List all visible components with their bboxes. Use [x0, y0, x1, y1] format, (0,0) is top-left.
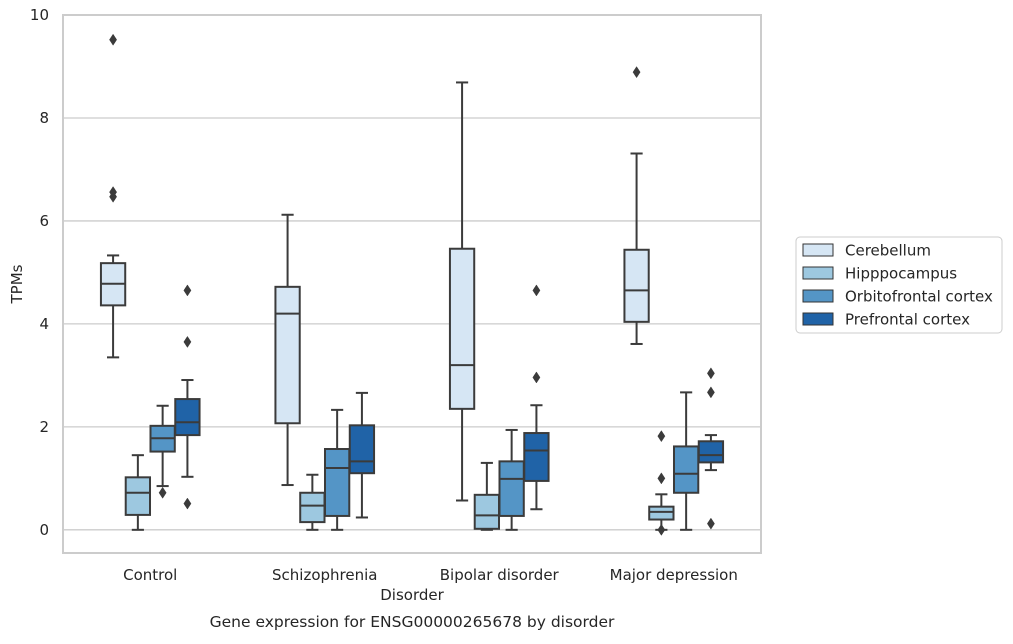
- x-tick-label: Major depression: [610, 566, 738, 584]
- legend-label: Hipppocampus: [845, 265, 957, 283]
- box: [697, 440, 725, 464]
- legend: Cerebellum Hipppocampus Orbitofrontal cort…: [795, 236, 1003, 334]
- box-group: [672, 391, 700, 531]
- legend-swatch: [802, 289, 834, 303]
- box-group: [149, 404, 176, 499]
- box-group: [323, 408, 351, 531]
- outlier-point: [158, 486, 167, 499]
- box-group: [124, 454, 152, 531]
- outlier-point: [657, 472, 666, 485]
- box-group: [274, 213, 301, 487]
- y-axis-label: TPMs: [8, 264, 26, 304]
- legend-frame: [795, 236, 1003, 334]
- y-tick-label: 8: [39, 109, 49, 127]
- y-tick-label: 4: [39, 315, 49, 333]
- legend-swatch: [802, 312, 834, 326]
- x-tick-labels: Control Schizophrenia Bipolar disorder Majo…: [123, 566, 738, 584]
- box-layer: [99, 33, 725, 536]
- y-tick-label: 10: [30, 6, 49, 24]
- outlier-point: [707, 386, 715, 399]
- box-group: [697, 367, 725, 530]
- box: [348, 424, 376, 475]
- box: [274, 285, 301, 425]
- outlier-point: [657, 523, 666, 536]
- grid-layer: [63, 14, 761, 531]
- y-tick-label: 6: [39, 212, 49, 230]
- outlier-point: [183, 284, 192, 297]
- legend-label: Cerebellum: [845, 242, 931, 260]
- outlier-point: [707, 367, 715, 380]
- box-group: [99, 33, 127, 359]
- outlier-point: [109, 186, 117, 199]
- outlier-point: [532, 284, 541, 297]
- x-tick-label: Control: [123, 566, 177, 584]
- legend-swatch: [802, 266, 834, 280]
- box-group: [623, 66, 650, 345]
- box-group: [498, 428, 525, 531]
- box: [672, 445, 700, 494]
- plot-area-frame: [62, 14, 762, 554]
- y-tick-label: 0: [39, 521, 49, 539]
- box-group: [523, 284, 550, 511]
- box: [498, 460, 525, 517]
- box: [623, 248, 650, 323]
- x-axis-label: Disorder: [380, 586, 444, 604]
- outlier-point: [183, 335, 192, 348]
- box: [299, 491, 326, 524]
- legend-label: Prefrontal cortex: [845, 311, 970, 329]
- box-group: [348, 391, 376, 519]
- outlier-point: [109, 33, 117, 46]
- box: [124, 476, 152, 516]
- y-tick-label: 2: [39, 418, 49, 436]
- outlier-point: [632, 66, 641, 79]
- box: [448, 247, 476, 410]
- box: [523, 432, 550, 482]
- outlier-point: [657, 430, 666, 443]
- outlier-point: [532, 371, 541, 384]
- box: [648, 505, 675, 521]
- box: [323, 448, 351, 517]
- box-group: [648, 430, 675, 536]
- y-tick-labels: 0 2 4 6 8 10: [30, 6, 49, 539]
- box-group: [174, 284, 201, 510]
- box-group: [299, 473, 326, 531]
- box-group: [473, 461, 501, 531]
- chart-caption: Gene expression for ENSG00000265678 by d…: [210, 613, 615, 631]
- legend-swatch: [802, 243, 834, 257]
- box: [473, 493, 501, 530]
- outlier-point: [183, 497, 192, 510]
- box: [174, 398, 201, 437]
- legend-items: Cerebellum Hipppocampus Orbitofrontal cort…: [802, 242, 993, 329]
- x-tick-label: Bipolar disorder: [440, 566, 560, 584]
- x-tick-label: Schizophrenia: [272, 566, 377, 584]
- legend-label: Orbitofrontal cortex: [845, 288, 993, 306]
- box-group: [448, 81, 476, 502]
- outlier-point: [707, 517, 715, 530]
